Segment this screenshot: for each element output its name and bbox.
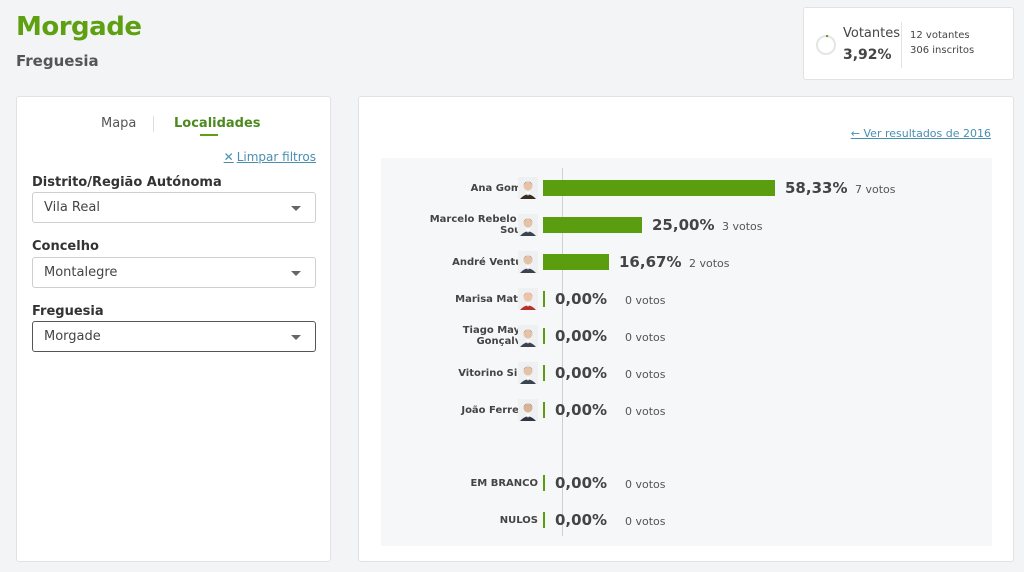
result-bar — [543, 180, 775, 196]
result-votes: 0 votos — [625, 405, 666, 418]
result-row: Marcelo Rebelo de Sousa 25,00% 3 votos — [381, 210, 992, 240]
inscritos-count: 306 inscritos — [910, 45, 975, 56]
result-row: André Ventura 16,67% 2 votos — [381, 247, 992, 277]
location-filter-panel: Mapa Localidades ✕ Limpar filtros Distrit… — [16, 96, 331, 562]
candidate-name: NULOS — [499, 515, 538, 526]
tab-localidades[interactable]: Localidades — [174, 116, 261, 131]
result-percent: 25,00% — [652, 216, 715, 234]
candidate-avatar-icon — [518, 399, 538, 421]
votantes-card: Votantes 3,92% 12 votantes 306 inscritos — [803, 7, 1014, 80]
previous-results-link[interactable]: ← Ver resultados de 2016 — [851, 127, 991, 140]
clear-filters-link[interactable]: ✕ Limpar filtros — [224, 150, 316, 164]
candidate-name: Ana Gomes — [470, 183, 534, 194]
votantes-count: 12 votantes — [910, 30, 970, 41]
chevron-down-icon — [291, 335, 301, 340]
page-subtitle: Freguesia — [16, 52, 99, 70]
result-row: NULOS 0,00% 0 votos — [381, 505, 992, 535]
result-percent: 0,00% — [555, 474, 608, 492]
results-chart: Ana Gomes 58,33% 7 votos Marcelo Rebelo de … — [381, 158, 992, 546]
result-percent: 58,33% — [785, 179, 848, 197]
result-row: Marisa Matias 0,00% 0 votos — [381, 284, 992, 314]
result-bar — [543, 365, 545, 381]
concelho-value: Montalegre — [44, 265, 118, 280]
tab-separator — [153, 116, 154, 132]
chart-axis-line — [562, 168, 563, 536]
previous-results-label: Ver resultados de 2016 — [863, 127, 992, 140]
distrito-label: Distrito/Região Autónoma — [32, 175, 222, 190]
result-votes: 0 votos — [625, 515, 666, 528]
result-row: Vitorino Silva 0,00% 0 votos — [381, 358, 992, 388]
result-percent: 0,00% — [555, 364, 608, 382]
votantes-divider — [901, 22, 902, 68]
clear-filters-label: Limpar filtros — [236, 150, 316, 164]
result-bar — [543, 217, 642, 233]
result-bar — [543, 402, 545, 418]
candidate-avatar-icon — [518, 251, 538, 273]
result-votes: 2 votos — [689, 257, 730, 270]
candidate-avatar-icon — [518, 177, 538, 199]
turnout-ring-icon — [816, 35, 836, 55]
result-row: João Ferreira 0,00% 0 votos — [381, 395, 992, 425]
distrito-select[interactable]: Vila Real — [32, 192, 316, 223]
chevron-down-icon — [291, 271, 301, 276]
votantes-percent: 3,92% — [843, 47, 892, 63]
freguesia-label: Freguesia — [32, 304, 104, 319]
result-votes: 0 votos — [625, 478, 666, 491]
result-row: EM BRANCO 0,00% 0 votos — [381, 468, 992, 498]
result-votes: 0 votos — [625, 368, 666, 381]
candidate-avatar-icon — [518, 362, 538, 384]
votantes-label: Votantes — [843, 26, 901, 41]
result-votes: 0 votos — [625, 294, 666, 307]
result-bar — [543, 291, 545, 307]
arrow-left-icon: ← — [850, 127, 864, 140]
result-percent: 0,00% — [555, 290, 608, 308]
result-percent: 0,00% — [555, 511, 608, 529]
candidate-avatar-icon — [518, 288, 538, 310]
page-title: Morgade — [16, 12, 142, 42]
chevron-down-icon — [291, 206, 301, 211]
active-tab-indicator — [200, 134, 218, 136]
result-percent: 16,67% — [619, 253, 682, 271]
tab-mapa[interactable]: Mapa — [101, 116, 137, 131]
result-percent: 0,00% — [555, 327, 608, 345]
result-percent: 0,00% — [555, 401, 608, 419]
result-bar — [543, 254, 609, 270]
result-bar — [543, 328, 545, 344]
concelho-label: Concelho — [32, 239, 99, 254]
result-votes: 3 votos — [722, 220, 763, 233]
concelho-select[interactable]: Montalegre — [32, 257, 316, 288]
candidate-name: João Ferreira — [461, 405, 534, 416]
result-bar — [543, 475, 545, 491]
result-row: Ana Gomes 58,33% 7 votos — [381, 173, 992, 203]
candidate-name: Vitorino Silva — [458, 368, 534, 379]
candidate-avatar-icon — [518, 214, 538, 236]
results-panel: ← Ver resultados de 2016 Ana Gomes 58,33%… — [358, 96, 1014, 562]
result-votes: 0 votos — [625, 331, 666, 344]
candidate-name: André Ventura — [452, 257, 534, 268]
candidate-name: Marcelo Rebelo de Sousa — [429, 214, 534, 236]
candidate-name: Marisa Matias — [455, 294, 534, 305]
freguesia-value: Morgade — [44, 329, 101, 344]
result-bar — [543, 512, 545, 528]
distrito-value: Vila Real — [44, 200, 100, 215]
result-row: Tiago Mayan Gonçalves 0,00% 0 votos — [381, 321, 992, 351]
candidate-name: Tiago Mayan Gonçalves — [462, 325, 534, 347]
candidate-name: EM BRANCO — [470, 478, 538, 489]
close-icon: ✕ — [223, 150, 234, 164]
candidate-avatar-icon — [518, 325, 538, 347]
result-votes: 7 votos — [855, 183, 896, 196]
freguesia-select[interactable]: Morgade — [32, 321, 316, 352]
